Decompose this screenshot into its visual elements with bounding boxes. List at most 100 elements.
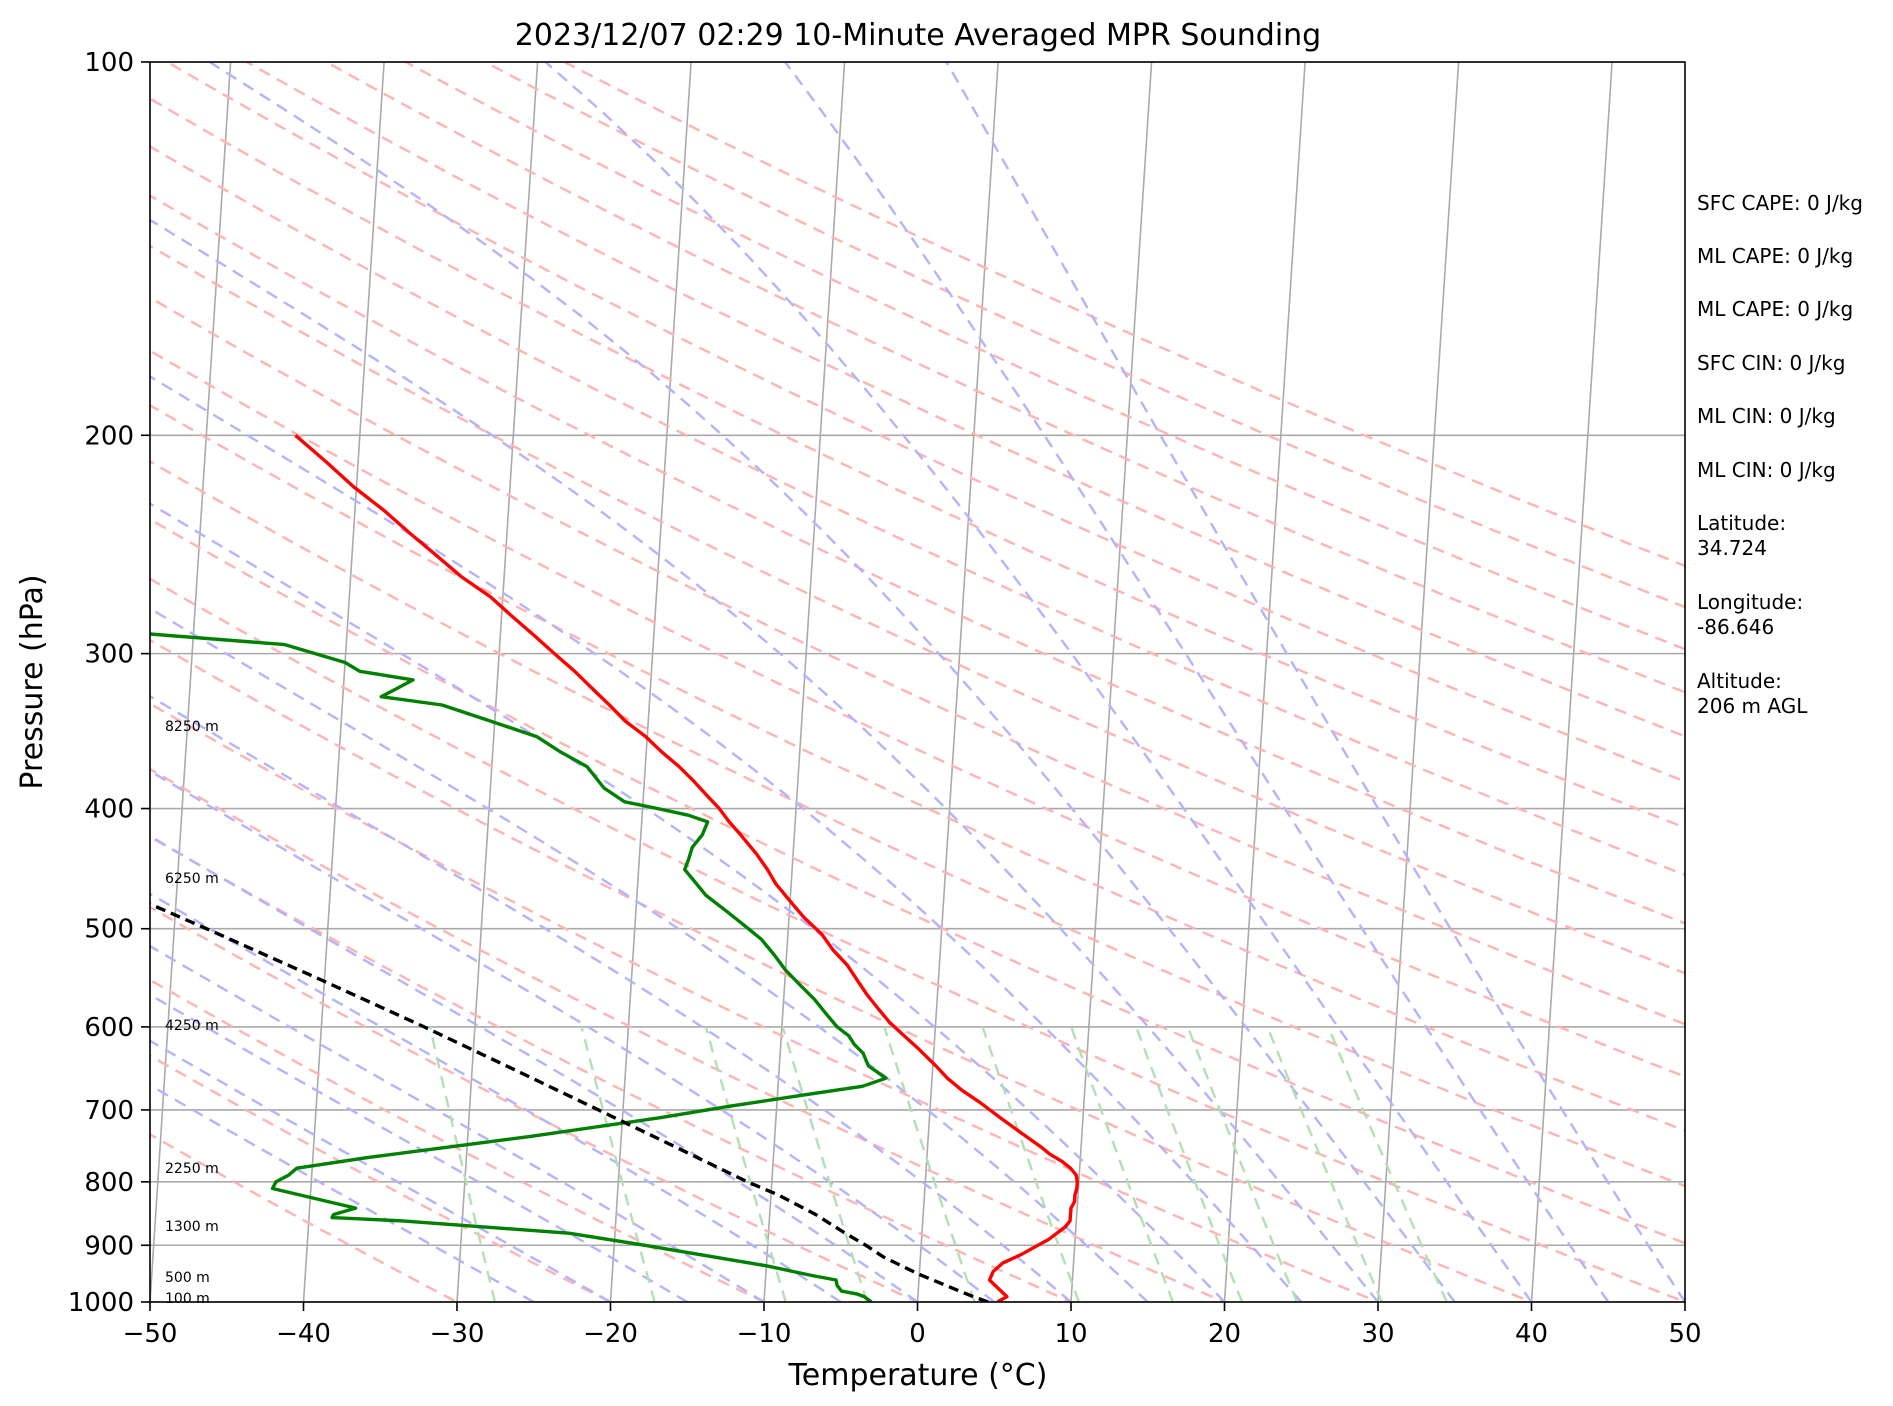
mixing-ratio-line: [1327, 1026, 1448, 1302]
stat-annotation: ML CAPE: 0 J/kg: [1697, 297, 1853, 321]
series-line-0: [294, 434, 1079, 1302]
dry-adiabat: [150, 577, 1685, 1302]
series-line-1: [150, 632, 888, 1302]
x-tick-label: −50: [123, 1319, 178, 1349]
height-label: 4250 m: [165, 1018, 219, 1034]
isotherm-line: [1377, 62, 1460, 1302]
x-axis: −50 −40 −30 −20 −10 0 10 20 30 40 50: [123, 1302, 1702, 1349]
y-tick-label: 900: [84, 1231, 134, 1261]
dry-adiabat: [403, 62, 1685, 651]
stat-annotation: 34.724: [1697, 536, 1767, 560]
height-label: 2250 m: [165, 1161, 219, 1177]
mixing-ratio-line: [704, 1026, 787, 1302]
mixing-ratio-line: [781, 1026, 869, 1302]
x-tick-label: 0: [909, 1319, 926, 1349]
dry-adiabat: [150, 638, 1535, 1302]
dry-adiabat: [150, 244, 1685, 975]
dry-adiabat: [150, 517, 1685, 1245]
moist-adiabat: [150, 694, 1072, 1302]
stat-annotation: Latitude:: [1697, 511, 1786, 535]
dry-adiabat: [244, 62, 1685, 738]
dry-adiabat: [150, 403, 1685, 1132]
x-tick-label: 50: [1668, 1319, 1701, 1349]
moist-adiabat: [150, 944, 765, 1302]
dry-adiabat: [150, 296, 1685, 1026]
height-label: 100 m: [165, 1291, 210, 1307]
mixing-ratio-line: [883, 1026, 976, 1302]
x-tick-label: 20: [1208, 1319, 1241, 1349]
y-axis-label: Pressure (hPa): [15, 574, 50, 789]
y-tick-label: 100: [84, 48, 134, 78]
dry-adiabat: [150, 905, 921, 1302]
stat-annotation: ML CIN: 0 J/kg: [1697, 458, 1836, 482]
mixing-ratio-line: [428, 1026, 497, 1302]
y-tick-label: 300: [84, 640, 134, 670]
moist-adiabat: [150, 218, 1379, 1302]
moist-adiabat: [945, 62, 1685, 1302]
height-labels: 8250 m 6250 m 4250 m 2250 m 1300 m 500 m 100 m: [165, 719, 219, 1307]
height-label: 8250 m: [165, 719, 219, 735]
mixing-ratio-line: [1186, 1026, 1299, 1302]
sounding-profiles: [150, 434, 1079, 1302]
y-tick-label: 500: [84, 915, 134, 945]
moist-adiabat: [150, 375, 1303, 1302]
y-tick-label: 600: [84, 1013, 134, 1043]
moist-adiabat: [150, 502, 1226, 1302]
stat-annotation: SFC CIN: 0 J/kg: [1697, 351, 1845, 375]
dry-adiabat: [150, 349, 1685, 1078]
isotherm-line: [1530, 62, 1613, 1302]
background-lines: [150, 62, 1685, 1302]
height-label: 500 m: [165, 1270, 210, 1286]
x-tick-label: 10: [1054, 1319, 1087, 1349]
isotherm-line: [150, 62, 232, 1302]
stat-annotation: ML CIN: 0 J/kg: [1697, 404, 1836, 428]
x-tick-label: 40: [1515, 1319, 1548, 1349]
moist-adiabat: [150, 607, 1149, 1302]
y-tick-label: 200: [84, 421, 134, 451]
y-tick-label: 700: [84, 1096, 134, 1126]
stat-annotation: SFC CAPE: 0 J/kg: [1697, 191, 1863, 215]
isotherm-line: [302, 62, 385, 1302]
moist-adiabat: [544, 62, 1533, 1302]
series-line-2: [150, 902, 989, 1302]
isotherm-line: [763, 62, 846, 1302]
dry-adiabat: [150, 1132, 460, 1302]
dry-adiabat: [561, 62, 1685, 568]
moist-adiabat: [150, 834, 919, 1302]
x-tick-label: −20: [583, 1319, 638, 1349]
dry-adiabat: [164, 62, 1685, 783]
y-axis: 100 200 300 400 500 600 700 800 900 1000: [68, 48, 150, 1318]
x-tick-label: −10: [737, 1319, 792, 1349]
y-tick-label: 800: [84, 1168, 134, 1198]
y-tick-label: 1000: [68, 1288, 134, 1318]
mixing-ratio-line: [1135, 1026, 1244, 1302]
height-label: 6250 m: [165, 871, 219, 887]
dry-adiabat: [150, 767, 1228, 1302]
dry-adiabat: [150, 702, 1382, 1302]
isotherm-line: [456, 62, 539, 1302]
moist-adiabat: [150, 769, 996, 1302]
stat-annotation: 206 m AGL: [1697, 694, 1808, 718]
mixing-ratio-line: [1070, 1026, 1175, 1302]
stat-annotation: Altitude:: [1697, 669, 1782, 693]
stat-annotation: -86.646: [1697, 615, 1774, 639]
dry-adiabat: [150, 97, 1685, 829]
x-tick-label: −40: [276, 1319, 331, 1349]
sounding-stats: SFC CAPE: 0 J/kg ML CAPE: 0 J/kg ML CAPE: …: [1697, 191, 1863, 718]
mixing-ratio-line: [981, 1026, 1081, 1302]
dry-adiabat: [150, 460, 1685, 1188]
y-tick-label: 400: [84, 795, 134, 825]
height-label: 1300 m: [165, 1219, 219, 1235]
moist-adiabat: [208, 62, 1456, 1302]
chart-title: 2023/12/07 02:29 10-Minute Averaged MPR …: [515, 18, 1321, 53]
moist-adiabat: [784, 62, 1610, 1302]
mixing-ratio-line: [580, 1026, 656, 1302]
isotherm-line: [1223, 62, 1306, 1302]
x-tick-label: −30: [430, 1319, 485, 1349]
isotherm-line: [1070, 62, 1153, 1302]
dry-adiabat: [150, 145, 1685, 877]
mixing-ratio-line: [1266, 1026, 1384, 1302]
stat-annotation: ML CAPE: 0 J/kg: [1697, 244, 1853, 268]
moist-adiabat: [150, 892, 842, 1302]
